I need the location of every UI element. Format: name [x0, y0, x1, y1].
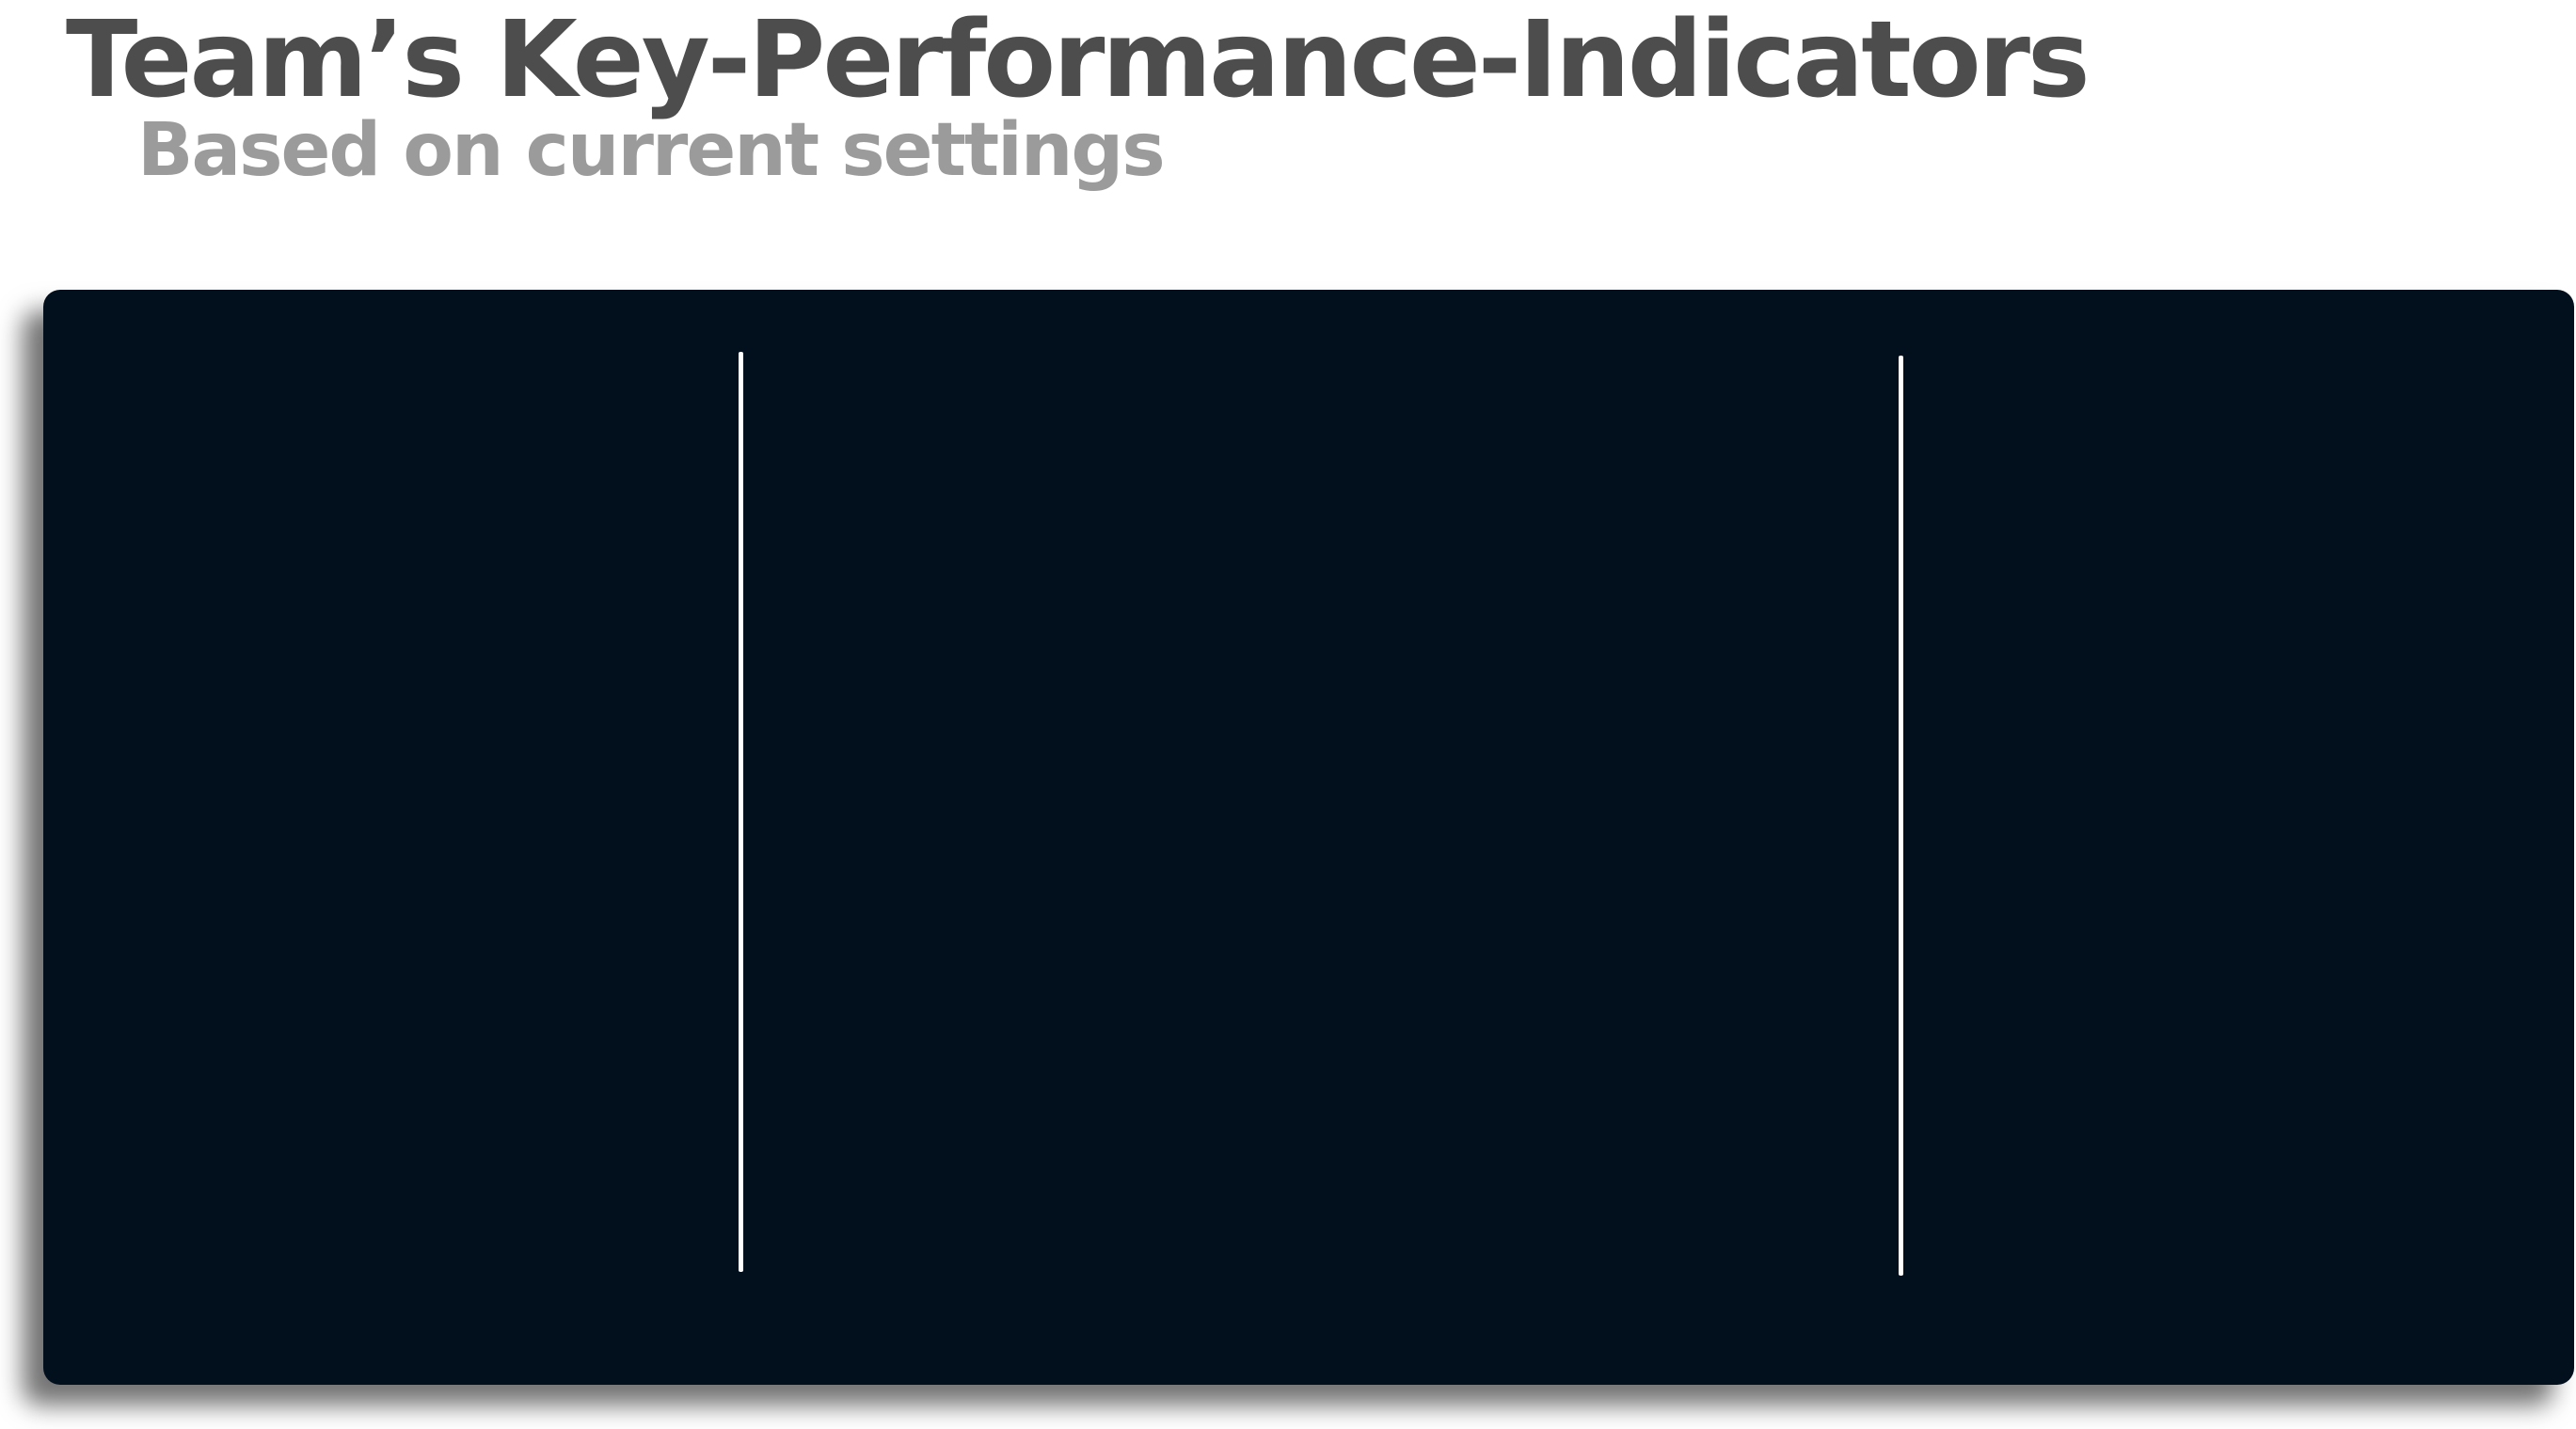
kpi-panel	[43, 290, 2574, 1385]
page-title: Team’s Key-Performance-Indicators	[66, 0, 2091, 121]
page-subtitle: Based on current settings	[137, 108, 1166, 193]
panel-divider-right	[1899, 356, 1903, 1276]
kpi-section-right	[1903, 290, 2574, 1385]
kpi-section-middle	[743, 290, 1899, 1385]
panel-divider-left	[739, 352, 743, 1272]
kpi-section-left	[43, 290, 739, 1385]
